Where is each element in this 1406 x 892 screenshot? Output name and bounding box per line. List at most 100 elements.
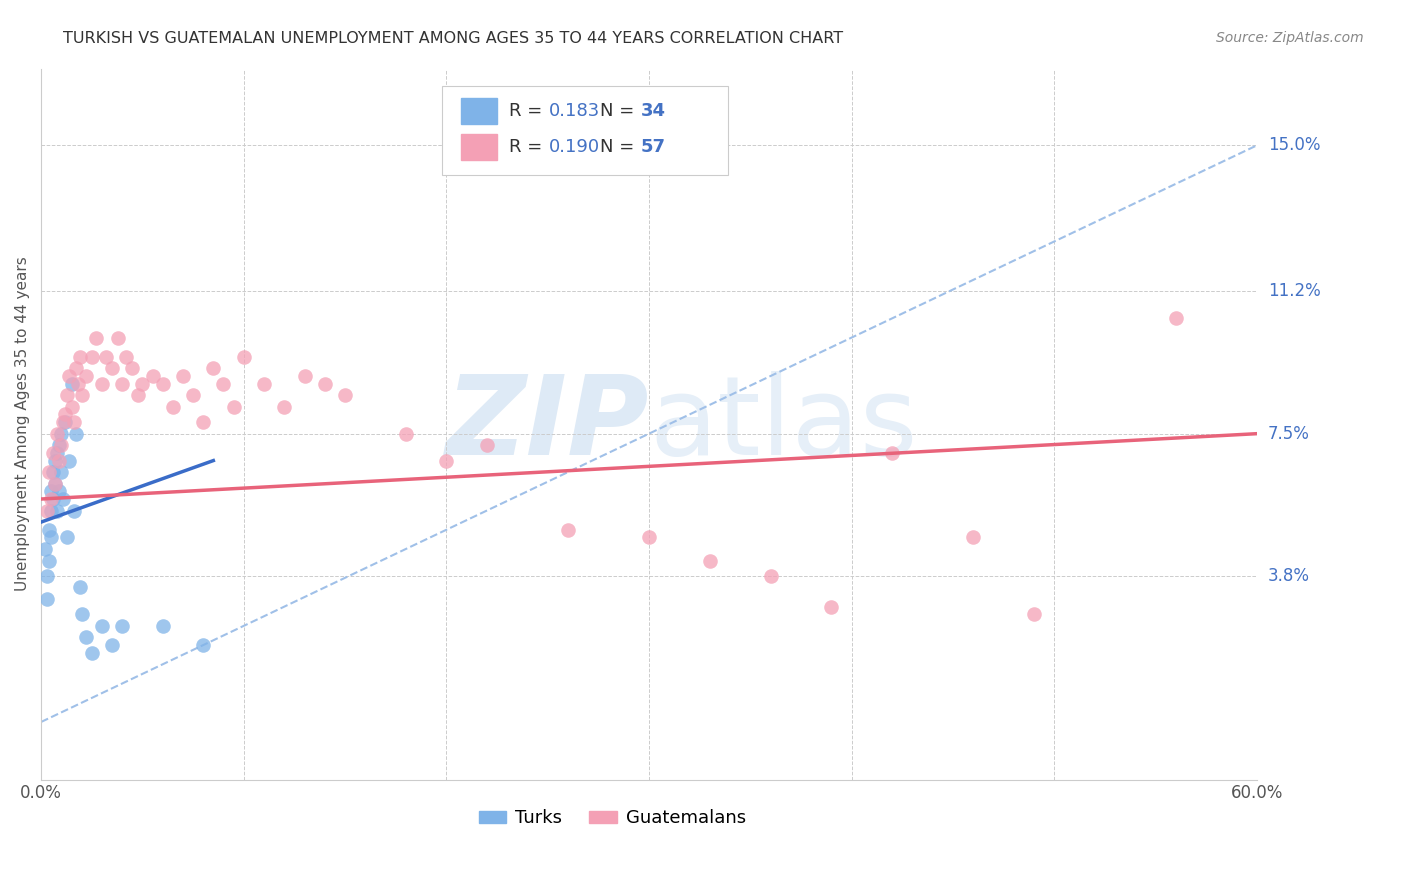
Point xyxy=(193,415,215,429)
Point xyxy=(101,361,124,376)
FancyBboxPatch shape xyxy=(461,134,496,160)
Point xyxy=(56,388,79,402)
Point xyxy=(44,476,66,491)
Point xyxy=(66,376,89,391)
Point xyxy=(232,350,254,364)
Point xyxy=(42,491,65,506)
Point xyxy=(273,400,295,414)
Point xyxy=(1164,311,1187,326)
Point xyxy=(48,453,70,467)
Point xyxy=(55,408,77,422)
Text: 34: 34 xyxy=(641,103,665,120)
Point xyxy=(42,465,65,479)
Point xyxy=(51,438,73,452)
Point xyxy=(699,553,721,567)
Point xyxy=(44,476,66,491)
Point xyxy=(38,553,60,567)
Text: Source: ZipAtlas.com: Source: ZipAtlas.com xyxy=(1216,31,1364,45)
Text: ZIP: ZIP xyxy=(446,370,650,477)
Point xyxy=(65,361,87,376)
Point xyxy=(84,330,107,344)
Point xyxy=(55,415,77,429)
Point xyxy=(131,376,153,391)
Point xyxy=(638,531,661,545)
Point xyxy=(294,369,316,384)
Point xyxy=(62,415,84,429)
Point xyxy=(152,376,174,391)
Point xyxy=(115,350,138,364)
Point xyxy=(111,619,134,633)
Text: 11.2%: 11.2% xyxy=(1268,283,1320,301)
Point xyxy=(101,638,124,652)
Text: TURKISH VS GUATEMALAN UNEMPLOYMENT AMONG AGES 35 TO 44 YEARS CORRELATION CHART: TURKISH VS GUATEMALAN UNEMPLOYMENT AMONG… xyxy=(63,31,844,46)
Point xyxy=(395,426,418,441)
Point xyxy=(121,361,143,376)
FancyBboxPatch shape xyxy=(461,98,496,124)
Point xyxy=(46,446,69,460)
Text: 3.8%: 3.8% xyxy=(1268,567,1310,585)
Point xyxy=(253,376,276,391)
Point xyxy=(52,491,75,506)
Point xyxy=(172,369,194,384)
Point xyxy=(107,330,129,344)
Point xyxy=(69,581,91,595)
Point xyxy=(222,400,245,414)
Point xyxy=(94,350,117,364)
Point xyxy=(69,350,91,364)
Text: 0.183: 0.183 xyxy=(550,103,600,120)
Point xyxy=(181,388,204,402)
Point xyxy=(46,503,69,517)
Point xyxy=(37,503,59,517)
Point xyxy=(39,531,62,545)
Point xyxy=(37,591,59,606)
Y-axis label: Unemployment Among Ages 35 to 44 years: Unemployment Among Ages 35 to 44 years xyxy=(15,257,30,591)
Point xyxy=(152,619,174,633)
FancyBboxPatch shape xyxy=(443,87,728,175)
Point xyxy=(51,426,73,441)
Point xyxy=(1022,607,1045,622)
Point xyxy=(65,426,87,441)
Point xyxy=(48,484,70,499)
Point xyxy=(34,541,56,556)
Point xyxy=(162,400,184,414)
Point xyxy=(212,376,235,391)
Point xyxy=(127,388,149,402)
Point xyxy=(38,465,60,479)
Text: N =: N = xyxy=(600,103,640,120)
Point xyxy=(58,453,80,467)
Text: atlas: atlas xyxy=(650,370,918,477)
Point xyxy=(80,646,103,660)
Point xyxy=(111,376,134,391)
Point xyxy=(193,638,215,652)
Point xyxy=(882,446,904,460)
Legend: Turks, Guatemalans: Turks, Guatemalans xyxy=(472,802,754,835)
Text: R =: R = xyxy=(509,137,548,156)
Point xyxy=(557,523,579,537)
Text: 0.190: 0.190 xyxy=(550,137,600,156)
Point xyxy=(70,388,93,402)
Text: 15.0%: 15.0% xyxy=(1268,136,1320,154)
Point xyxy=(38,523,60,537)
Point xyxy=(42,446,65,460)
Point xyxy=(37,569,59,583)
Point xyxy=(60,400,83,414)
Point xyxy=(434,453,457,467)
Point xyxy=(202,361,225,376)
Point xyxy=(56,531,79,545)
Point xyxy=(58,369,80,384)
Point xyxy=(75,369,97,384)
Point xyxy=(90,619,112,633)
Point xyxy=(314,376,336,391)
Point xyxy=(51,465,73,479)
Text: 57: 57 xyxy=(641,137,665,156)
Point xyxy=(475,438,498,452)
Point xyxy=(48,438,70,452)
Text: R =: R = xyxy=(509,103,548,120)
Point xyxy=(90,376,112,391)
Point xyxy=(46,426,69,441)
Point xyxy=(962,531,984,545)
Point xyxy=(39,484,62,499)
Text: N =: N = xyxy=(600,137,640,156)
Point xyxy=(142,369,165,384)
Point xyxy=(39,491,62,506)
